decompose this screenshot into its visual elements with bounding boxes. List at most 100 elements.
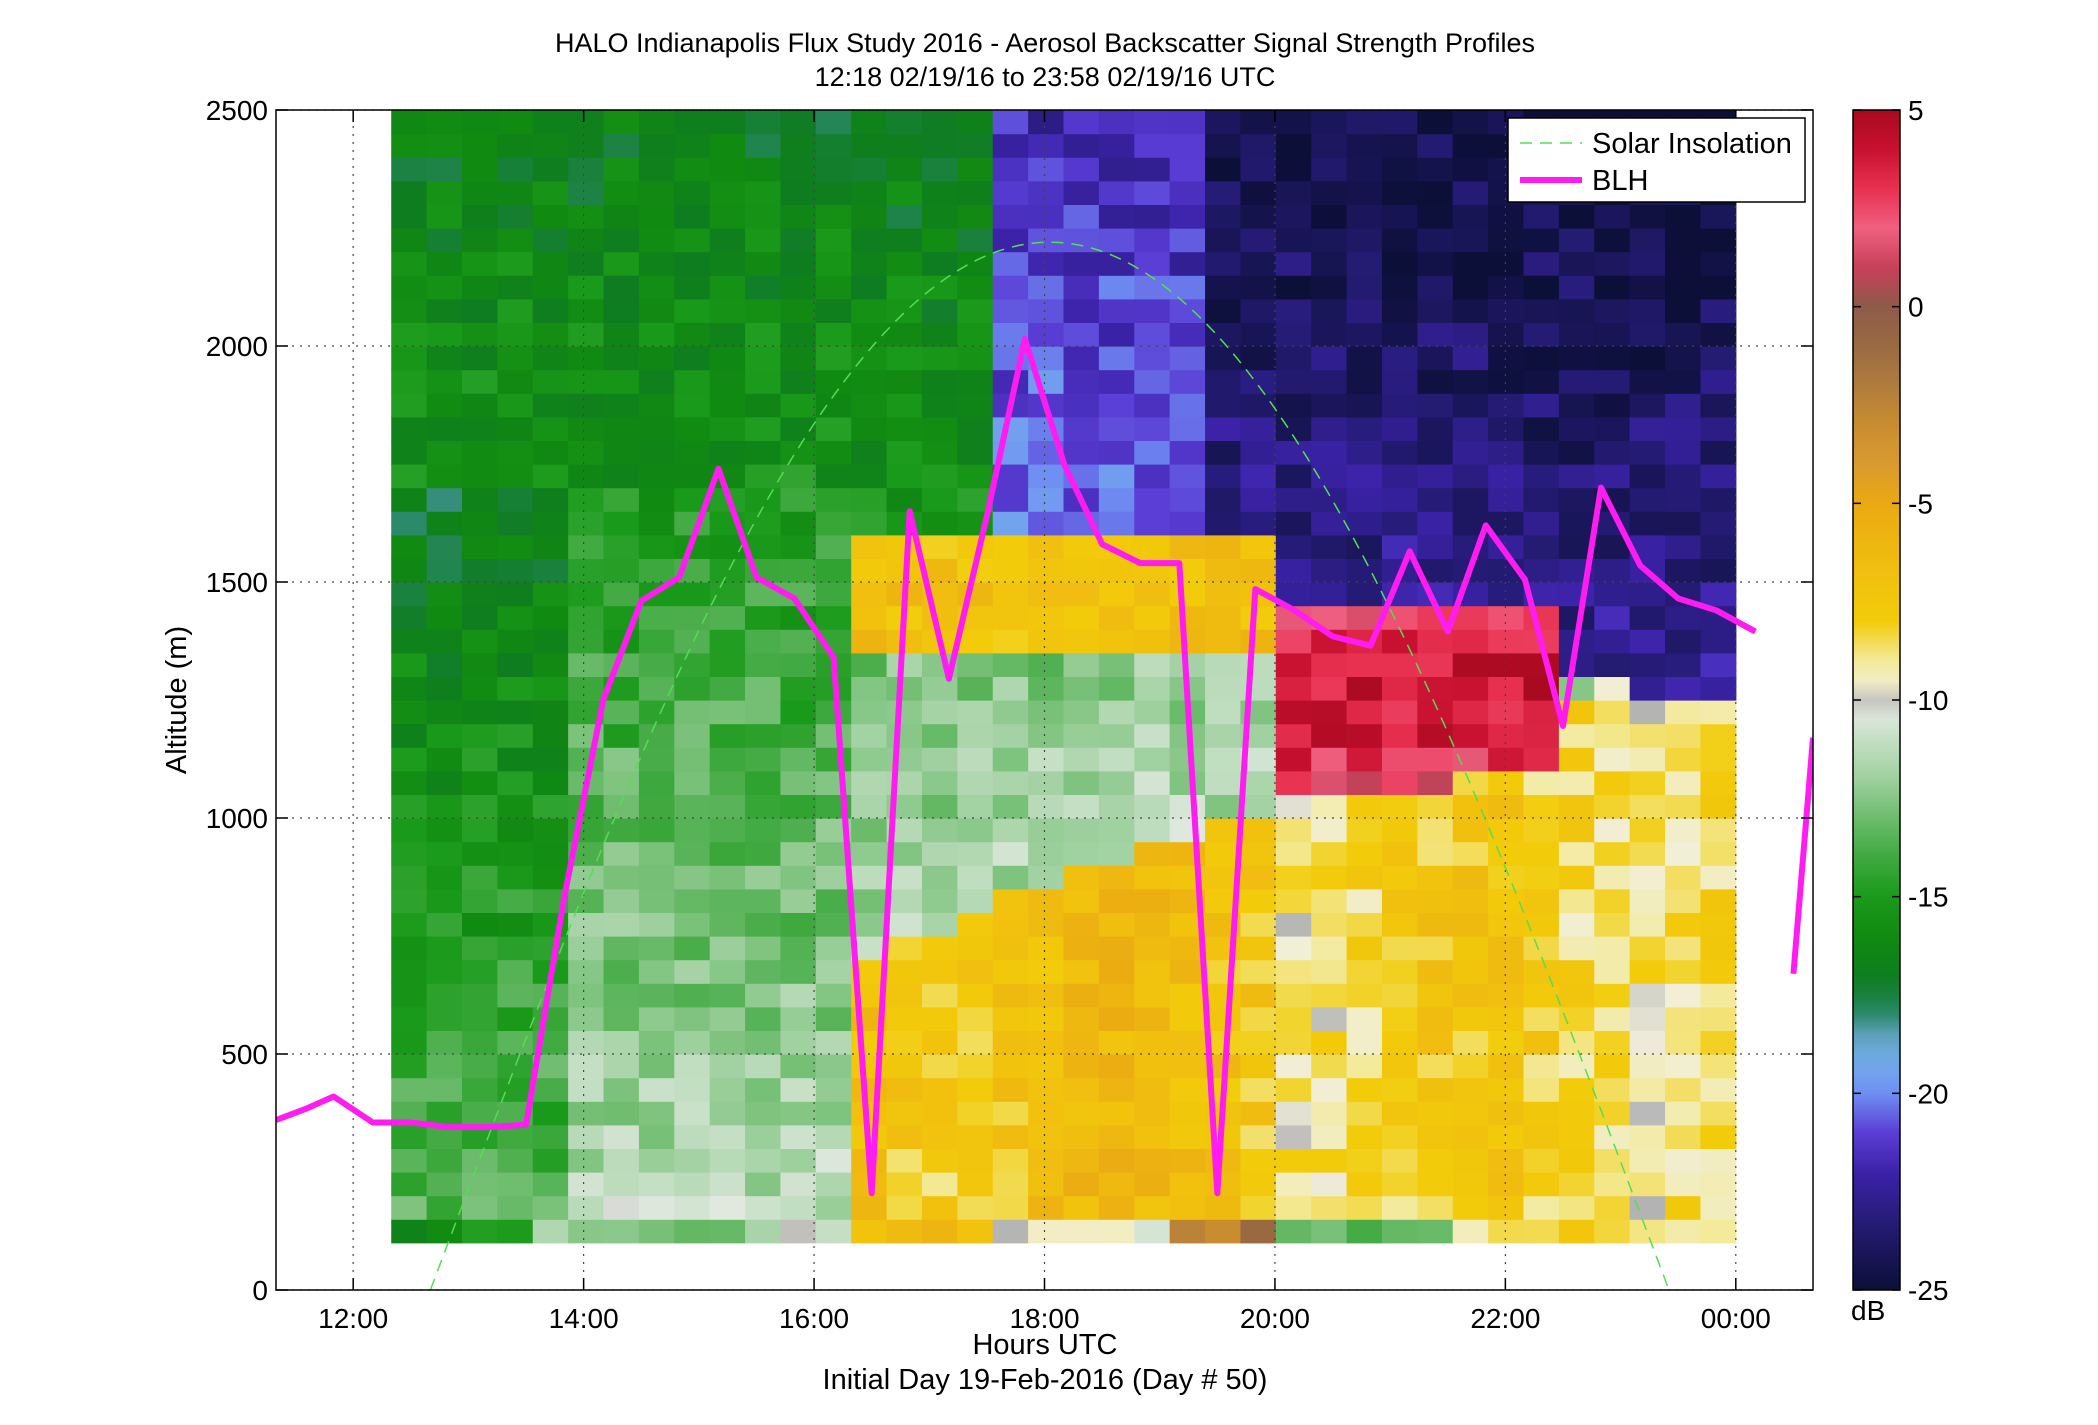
heatmap-cell	[674, 298, 711, 323]
heatmap-cell	[1028, 322, 1065, 347]
heatmap-cell	[638, 1124, 675, 1149]
heatmap-cell	[1205, 1006, 1242, 1031]
heatmap-cell	[532, 204, 569, 229]
heatmap-cell	[1665, 794, 1702, 819]
heatmap-cell	[1028, 511, 1065, 536]
heatmap-cell	[674, 676, 711, 701]
heatmap-cell	[1134, 369, 1171, 394]
heatmap-cell	[568, 511, 605, 536]
heatmap-cell	[1240, 1172, 1277, 1197]
heatmap-cell	[1028, 959, 1065, 984]
heatmap-cell	[1063, 180, 1100, 205]
heatmap-cell	[1028, 228, 1065, 253]
heatmap-cell	[603, 133, 640, 158]
heatmap-cell	[1700, 888, 1737, 913]
heatmap-cell	[1240, 204, 1277, 229]
heatmap-cell	[957, 133, 994, 158]
heatmap-cell	[709, 1124, 746, 1149]
heatmap-cell	[568, 629, 605, 654]
heatmap-cell	[815, 251, 852, 276]
heatmap-cell	[1169, 1124, 1206, 1149]
heatmap-cell	[568, 534, 605, 559]
heatmap-cell	[815, 1006, 852, 1031]
heatmap-cell	[497, 228, 534, 253]
heatmap-cell	[1523, 770, 1560, 795]
heatmap-cell	[603, 865, 640, 890]
heatmap-cell	[603, 346, 640, 371]
heatmap-cell	[957, 298, 994, 323]
heatmap-cell	[780, 629, 817, 654]
heatmap-cell	[1594, 1195, 1631, 1220]
heatmap-cell	[568, 1030, 605, 1055]
heatmap-cell	[1311, 511, 1348, 536]
heatmap-cell	[568, 110, 605, 135]
heatmap-cell	[1381, 652, 1418, 677]
heatmap-cell	[815, 228, 852, 253]
heatmap-cell	[745, 676, 782, 701]
heatmap-cell	[674, 1172, 711, 1197]
heatmap-cell	[638, 298, 675, 323]
heatmap-cell	[1700, 251, 1737, 276]
heatmap-cell	[532, 865, 569, 890]
heatmap-cell	[1381, 180, 1418, 205]
heatmap-cell	[1169, 1030, 1206, 1055]
heatmap-cell	[1558, 1054, 1595, 1079]
heatmap-cell	[1169, 983, 1206, 1008]
heatmap-cell	[603, 1219, 640, 1244]
heatmap-cell	[992, 487, 1029, 512]
heatmap-cell	[1169, 1148, 1206, 1173]
heatmap-cell	[1523, 1030, 1560, 1055]
heatmap-cell	[921, 369, 958, 394]
heatmap-cell	[1098, 676, 1135, 701]
heatmap-cell	[1417, 511, 1454, 536]
heatmap-cell	[603, 700, 640, 725]
heatmap-cell	[886, 251, 923, 276]
colorbar-tick-label: 0	[1908, 292, 1924, 323]
heatmap-cell	[1700, 275, 1737, 300]
heatmap-cell	[886, 747, 923, 772]
heatmap-cell	[497, 865, 534, 890]
heatmap-cell	[461, 511, 498, 536]
heatmap-cell	[1063, 1195, 1100, 1220]
heatmap-cell	[1452, 322, 1489, 347]
heatmap-cell	[603, 1030, 640, 1055]
heatmap-cell	[886, 888, 923, 913]
heatmap-cell	[1558, 1030, 1595, 1055]
heatmap-cell	[1169, 959, 1206, 984]
heatmap-cell	[1346, 1101, 1383, 1126]
heatmap-cell	[780, 676, 817, 701]
heatmap-cell	[1488, 1195, 1525, 1220]
heatmap-cell	[921, 298, 958, 323]
heatmap-cell	[1346, 959, 1383, 984]
heatmap-cell	[603, 157, 640, 182]
heatmap-cell	[1594, 936, 1631, 961]
heatmap-cell	[391, 605, 428, 630]
heatmap-cell	[1488, 747, 1525, 772]
heatmap-cell	[391, 888, 428, 913]
heatmap-cell	[1134, 818, 1171, 843]
heatmap-cell	[391, 110, 428, 135]
heatmap-cell	[426, 204, 463, 229]
heatmap-cell	[461, 794, 498, 819]
heatmap-cell	[745, 464, 782, 489]
heatmap-cell	[391, 487, 428, 512]
heatmap-cell	[957, 110, 994, 135]
heatmap-cell	[1205, 558, 1242, 583]
heatmap-cell	[957, 1219, 994, 1244]
heatmap-cell	[1098, 959, 1135, 984]
heatmap-cell	[603, 1172, 640, 1197]
heatmap-cell	[1594, 275, 1631, 300]
heatmap-cell	[1381, 110, 1418, 135]
heatmap-cell	[1700, 1172, 1737, 1197]
heatmap-cell	[921, 723, 958, 748]
heatmap-cell	[1452, 416, 1489, 441]
heatmap-cell	[1346, 912, 1383, 937]
heatmap-cell	[1063, 369, 1100, 394]
heatmap-cell	[1028, 652, 1065, 677]
heatmap-cell	[1275, 440, 1312, 465]
heatmap-cell	[461, 1054, 498, 1079]
heatmap-cell	[1523, 251, 1560, 276]
heatmap-cell	[1558, 251, 1595, 276]
heatmap-cell	[709, 133, 746, 158]
heatmap-cell	[497, 841, 534, 866]
